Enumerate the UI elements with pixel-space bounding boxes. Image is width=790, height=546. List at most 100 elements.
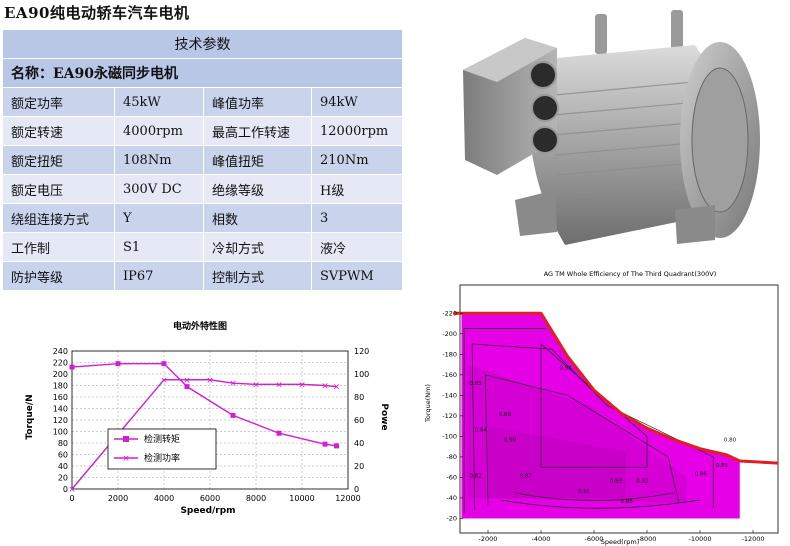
y-tick-label: -120 bbox=[442, 412, 457, 420]
x-tick-label: 6000 bbox=[200, 494, 220, 503]
efficiency-zone bbox=[488, 426, 626, 498]
x-tick-label: 10000 bbox=[289, 494, 314, 503]
spec-value: 液冷 bbox=[311, 232, 403, 262]
spec-value: 45kW bbox=[114, 87, 204, 117]
y-tick-label: 220 bbox=[53, 359, 68, 368]
legend-marker-square bbox=[123, 436, 129, 442]
x-axis-label: Speed/rpm bbox=[180, 506, 235, 516]
contour-line bbox=[484, 374, 680, 507]
spec-value: SVPWM bbox=[311, 261, 403, 291]
x-axis-label: Speed(rpm) bbox=[601, 538, 640, 546]
y-tick-label: -160 bbox=[442, 371, 457, 379]
y-axis-label: Torque/N bbox=[25, 394, 35, 439]
data-point bbox=[69, 364, 75, 370]
y-tick-label: -60 bbox=[446, 473, 457, 481]
spec-value: 108Nm bbox=[114, 145, 204, 175]
legend-marker-x: × bbox=[122, 454, 130, 464]
series-line bbox=[71, 362, 337, 447]
torque-envelope bbox=[454, 311, 779, 465]
y-tick-label: 140 bbox=[53, 405, 68, 414]
contour-label: 0.94 bbox=[560, 366, 573, 372]
spec-value: 300V DC bbox=[114, 174, 204, 204]
chart-title: 电动外特性图 bbox=[173, 320, 227, 332]
spec-label: 额定扭矩 bbox=[2, 145, 115, 175]
data-point: × bbox=[298, 380, 306, 390]
data-point bbox=[184, 384, 190, 390]
y-tick-label: 180 bbox=[53, 382, 68, 391]
spec-label: 绝缘等级 bbox=[203, 174, 312, 204]
plot-frame bbox=[71, 350, 349, 490]
spec-label: 峰值功率 bbox=[203, 87, 312, 117]
x-tick-label: -8000 bbox=[638, 535, 657, 543]
contour-label: 0.90 bbox=[504, 438, 517, 444]
motor-photo bbox=[463, 10, 760, 245]
y2-tick-label: 120 bbox=[354, 347, 369, 356]
data-point: × bbox=[275, 380, 283, 390]
legend-label: 检测转矩 bbox=[144, 433, 180, 445]
torque-power-chart: 电动外特性图 020406080100120140160180200220240… bbox=[25, 320, 389, 516]
spec-value: H级 bbox=[311, 174, 403, 204]
data-point: × bbox=[252, 380, 260, 390]
data-point: × bbox=[68, 485, 76, 495]
y-axis-label: Torque(Nm) bbox=[424, 384, 432, 423]
data-point: × bbox=[229, 379, 237, 389]
y-tick-label: 80 bbox=[58, 439, 68, 448]
x-tick-label: -6000 bbox=[585, 535, 604, 543]
contour-label: 0.86 bbox=[695, 471, 708, 477]
y2-tick-label: 60 bbox=[354, 416, 364, 425]
x-tick-label: 8000 bbox=[246, 494, 266, 503]
contour-label: 0.91 bbox=[578, 489, 590, 495]
table-row: 额定电压 300V DC 绝缘等级 H级 bbox=[2, 174, 403, 204]
y2-tick-label: 80 bbox=[354, 393, 364, 402]
spec-label: 防护等级 bbox=[2, 261, 115, 291]
legend-label: 检测功率 bbox=[144, 452, 180, 464]
data-point bbox=[276, 430, 282, 436]
table-row: 工作制 S1 冷却方式 液冷 bbox=[2, 232, 403, 262]
data-point: × bbox=[160, 376, 168, 386]
data-point: × bbox=[183, 376, 191, 386]
x-tick-label: 0 bbox=[69, 494, 74, 503]
table-row: 防护等级 IP67 控制方式 SVPWM bbox=[2, 261, 403, 291]
y-tick-label: -140 bbox=[442, 391, 457, 399]
spec-label: 额定电压 bbox=[2, 174, 115, 204]
y-tick-label: 20 bbox=[58, 474, 68, 483]
spec-label: 额定功率 bbox=[2, 87, 115, 117]
spec-value: 94kW bbox=[311, 87, 403, 117]
contour-line bbox=[514, 492, 674, 501]
y2-tick-label: 0 bbox=[354, 485, 359, 494]
y-tick-label: 240 bbox=[53, 347, 68, 356]
contour-label: 0.85 bbox=[716, 463, 729, 469]
spec-label: 最高工作转速 bbox=[203, 116, 312, 146]
data-point bbox=[322, 441, 328, 447]
data-point: × bbox=[321, 382, 329, 392]
spec-value: 4000rpm bbox=[114, 116, 204, 146]
contour-line bbox=[501, 499, 701, 509]
series-line bbox=[71, 379, 337, 490]
y-tick-label: -80 bbox=[446, 453, 457, 461]
y-tick-label: 60 bbox=[58, 451, 68, 460]
data-point bbox=[334, 443, 339, 449]
spec-label: 相数 bbox=[203, 203, 312, 233]
y-tick-label: 100 bbox=[53, 428, 68, 437]
spec-label: 绕组连接方式 bbox=[2, 203, 115, 233]
y-tick-label: 200 bbox=[53, 370, 68, 379]
y2-tick-label: 40 bbox=[354, 439, 364, 448]
table-row: 额定扭矩 108Nm 峰值扭矩 210Nm bbox=[2, 145, 403, 175]
spec-label: 控制方式 bbox=[203, 261, 312, 291]
y-tick-label: -200 bbox=[442, 330, 457, 338]
spec-table: 技术参数 名称：EA90永磁同步电机 额定功率 45kW 峰值功率 94kW 额定转… bbox=[2, 29, 403, 291]
y-tick-label: -40 bbox=[446, 494, 457, 502]
data-point: × bbox=[206, 376, 214, 386]
efficiency-contours bbox=[463, 328, 714, 514]
spec-value: 12000rpm bbox=[311, 116, 403, 146]
spec-value: IP67 bbox=[114, 261, 204, 291]
contour-line bbox=[540, 343, 648, 468]
table-row: 绕组连接方式 Y 相数 3 bbox=[2, 203, 403, 233]
x-tick-label: -12000 bbox=[741, 535, 764, 543]
y2-tick-label: 20 bbox=[354, 462, 364, 471]
contour-label: 0.82 bbox=[469, 473, 481, 479]
spec-label: 工作制 bbox=[2, 232, 115, 262]
spec-label: 峰值扭矩 bbox=[203, 145, 312, 175]
y-tick-label: 0 bbox=[63, 485, 68, 494]
contour-label: 0.93 bbox=[610, 479, 623, 485]
